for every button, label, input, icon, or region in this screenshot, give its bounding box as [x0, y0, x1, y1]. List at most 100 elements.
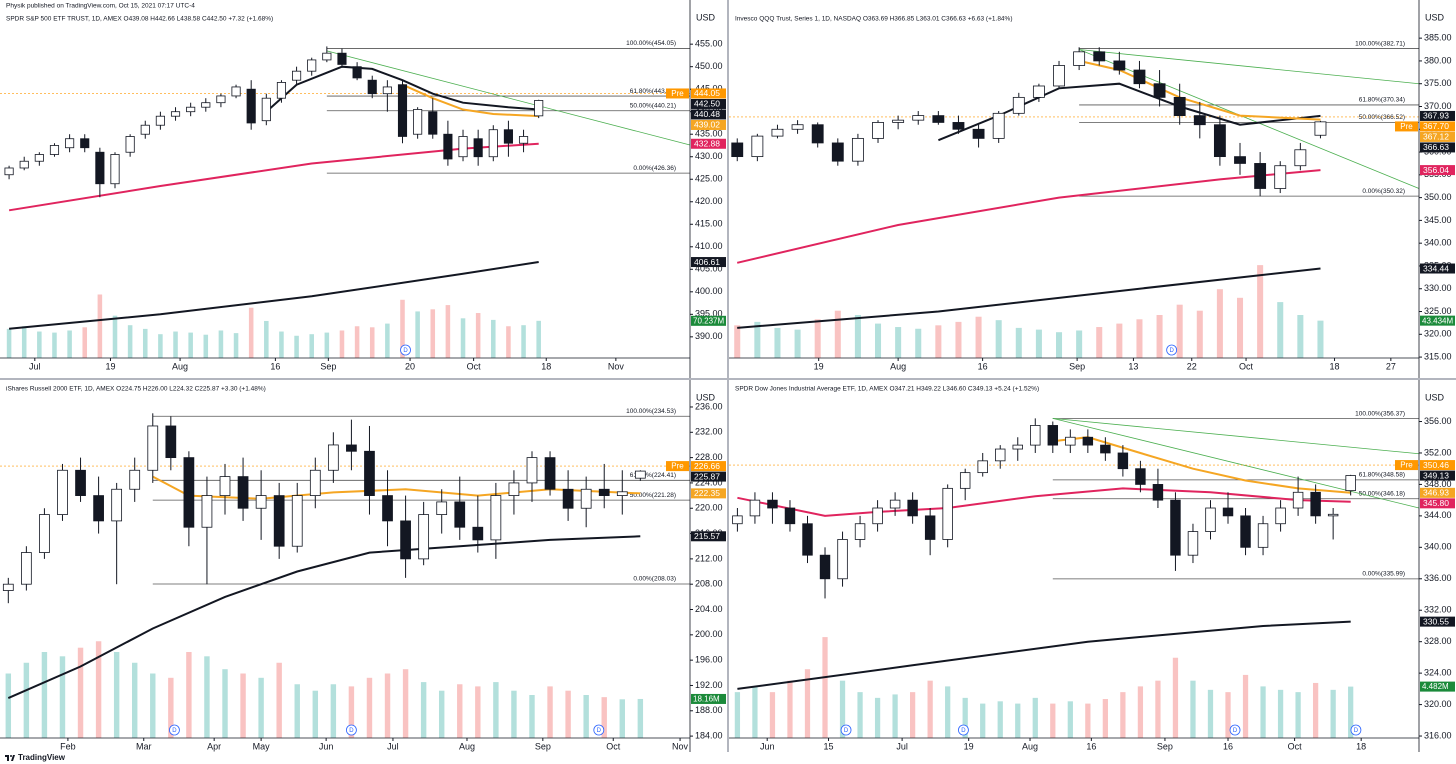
volume-bar [67, 330, 72, 358]
x-tick-label: Oct [606, 741, 621, 751]
volume-bar [506, 326, 511, 358]
event-marker [1350, 724, 1362, 736]
volume-bar [348, 686, 355, 738]
y-tick-label: 236.00 [695, 401, 723, 411]
y-tick-label: 204.00 [695, 604, 723, 614]
event-label: D [961, 728, 966, 734]
candle-body [231, 86, 241, 97]
candle-body [1310, 491, 1321, 517]
price-label-box [1420, 142, 1455, 153]
candle-body [1294, 149, 1307, 167]
candle-body [819, 554, 831, 580]
candle-body [1053, 65, 1065, 87]
volume-label: 70.237M [693, 316, 724, 325]
candle-body [1133, 69, 1146, 85]
candle-body [802, 523, 813, 556]
y-tick-label: 220.00 [695, 503, 723, 513]
price-label-box [1420, 487, 1455, 498]
price-label: 225.87 [694, 471, 720, 481]
candle-body [1065, 436, 1076, 446]
candle-body [1012, 96, 1025, 114]
volume-bar [41, 652, 48, 738]
volume-bar [1225, 692, 1231, 738]
volume-bar [935, 325, 942, 358]
fib-label: 0.00%(335.99) [1362, 571, 1405, 578]
candle-body [562, 488, 574, 509]
candle-body [418, 514, 430, 560]
x-tick-label: Nov [672, 741, 689, 751]
y-tick-label: 356.00 [1424, 416, 1452, 426]
candle-body [1257, 523, 1269, 548]
candle-body [889, 499, 901, 509]
candle-body [992, 112, 1005, 139]
fib-label: 50.00%(440.21) [630, 102, 676, 109]
price-label-box [691, 119, 726, 130]
price-label-box [691, 88, 726, 99]
x-tick-label: Aug [890, 361, 906, 371]
pre-tag: Pre [671, 462, 684, 471]
candle-body [276, 82, 287, 99]
y-tick-label: 330.00 [1424, 283, 1452, 293]
candle-body [1240, 515, 1251, 548]
ma-line [402, 83, 539, 118]
volume-bar [384, 673, 391, 738]
candle-body [892, 119, 905, 123]
volume-bar [415, 311, 420, 358]
candle-body [111, 488, 123, 522]
y-tick-label: 435.00 [695, 129, 723, 139]
candle-body [1012, 444, 1023, 450]
x-tick-label: Jul [896, 741, 908, 751]
volume-bar [529, 695, 535, 738]
volume-label-box [691, 315, 726, 326]
y-tick-label: 315.00 [1424, 351, 1452, 361]
candle-body [125, 136, 135, 153]
volume-bar [875, 323, 882, 358]
x-tick-label: Apr [207, 741, 221, 751]
volume-bar [1330, 689, 1336, 738]
volume-bar [475, 686, 481, 738]
volume-label-box [1420, 681, 1455, 692]
candle-body [382, 495, 393, 522]
candle-body [1314, 121, 1327, 136]
volume-bar [1172, 657, 1179, 738]
y-tick-label: 188.00 [695, 705, 723, 715]
pre-tag-box [1395, 460, 1418, 471]
candle-body [977, 460, 988, 474]
price-label-box [1420, 131, 1455, 142]
volume-bar [1312, 682, 1319, 738]
candle-body [1093, 51, 1106, 62]
fib-label: 50.00%(366.52) [1359, 114, 1405, 121]
candle-body [1173, 96, 1186, 117]
price-label-box [1420, 263, 1455, 274]
y-tick-label: 328.00 [1424, 636, 1452, 646]
chart: 100.00%(382.71) 61.80%(370.34) 50.00%(366.… [729, 0, 1456, 378]
price-label-box [1420, 616, 1455, 627]
price-label-box [691, 461, 726, 472]
trend-line [1052, 417, 1420, 455]
volume-bar [822, 637, 828, 738]
volume-bar [1102, 699, 1108, 738]
candle-body [65, 138, 75, 149]
volume-bar [637, 698, 644, 738]
currency-background [1421, 12, 1455, 23]
candle-body [1082, 436, 1094, 446]
volume-bar [37, 331, 42, 358]
x-tick-label: 27 [1386, 361, 1396, 371]
y-tick-label: 380.00 [1424, 55, 1452, 65]
y-tick-label: 352.00 [1424, 447, 1452, 457]
volume-bar [1015, 327, 1022, 358]
price-label-box [691, 138, 726, 149]
candle-body [19, 160, 29, 169]
fib-label: 61.80%(370.34) [1359, 97, 1405, 104]
pre-tag-box [1395, 121, 1418, 132]
volume-bar [1116, 323, 1123, 358]
candle-body [1170, 499, 1181, 556]
candle-body [912, 115, 925, 121]
volume-bar [601, 697, 607, 738]
volume-bar [186, 652, 192, 738]
candle-body [1345, 475, 1356, 492]
volume-bar [774, 327, 781, 358]
volume-bar [77, 647, 84, 738]
volume-bar [734, 692, 741, 738]
